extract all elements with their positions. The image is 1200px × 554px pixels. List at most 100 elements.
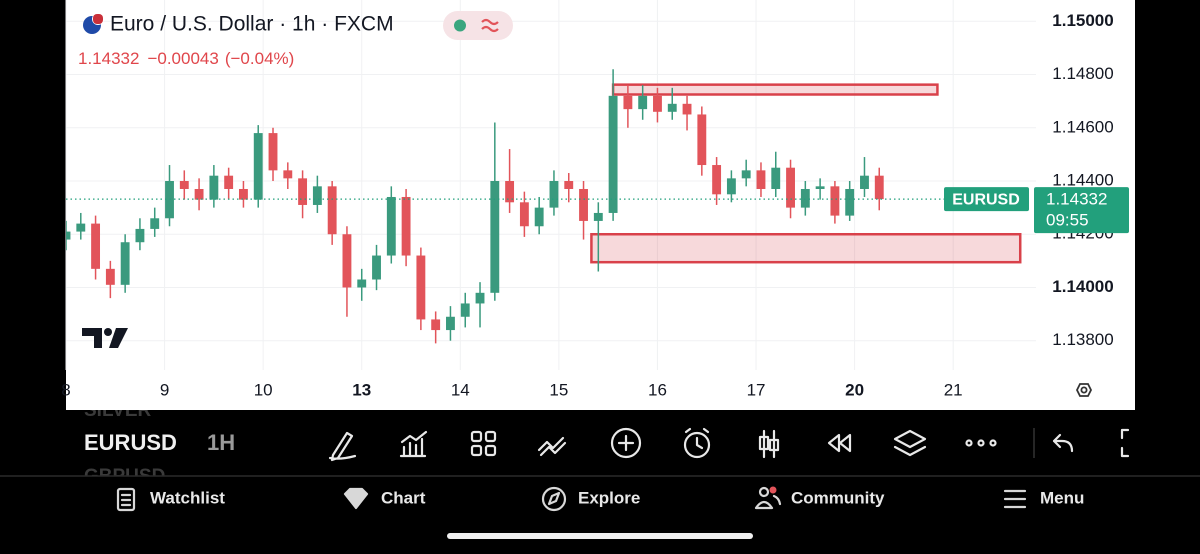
candle-body	[756, 170, 766, 189]
candle-body	[372, 255, 381, 280]
candle-body	[475, 292, 485, 304]
candle-body	[860, 175, 869, 189]
x-tick-label: 14	[451, 380, 470, 399]
nav-item[interactable]: Watchlist	[150, 488, 225, 507]
candle-body	[638, 95, 648, 110]
change: −0.00043	[147, 49, 218, 68]
symbol-next[interactable]: GBPUSD	[84, 466, 165, 487]
settings-icon[interactable]	[1075, 383, 1093, 397]
candle-body	[505, 181, 515, 203]
candle-body	[91, 223, 101, 269]
home-indicator[interactable]	[447, 533, 753, 539]
candle-body	[327, 186, 337, 235]
nav-item[interactable]: Explore	[578, 488, 640, 507]
nav-item[interactable]: Community	[791, 488, 885, 507]
price: 1.14332	[78, 49, 139, 68]
candle-body	[786, 167, 795, 208]
candle-body	[66, 231, 71, 240]
candle-body	[830, 186, 840, 216]
candle-body	[697, 114, 707, 166]
candle-body	[268, 133, 278, 171]
interval[interactable]: 1H	[207, 430, 235, 455]
candle-body	[342, 234, 352, 288]
zone	[611, 83, 939, 96]
candle-body	[150, 218, 160, 229]
x-tick-label: 15	[549, 380, 568, 399]
candle-body	[741, 170, 751, 179]
y-tick-label: 1.14400	[1052, 170, 1113, 189]
status-pill[interactable]	[443, 11, 513, 40]
price-badge-countdown: 09:55	[1046, 211, 1089, 230]
candle-body	[431, 319, 441, 331]
plot	[66, 69, 1022, 344]
grid	[65, 0, 1036, 370]
candle-body	[623, 95, 633, 110]
x-tick-label: 17	[747, 380, 766, 399]
price-change: 1.14332 −0.00043 (−0.04%)	[78, 49, 294, 68]
tv-logo	[82, 328, 128, 348]
candle-body	[771, 167, 781, 189]
symbol-badge-label: EURUSD	[952, 191, 1020, 208]
candle-body	[726, 178, 736, 195]
candle-body	[800, 188, 810, 208]
symbol-prev[interactable]: SILVER	[84, 400, 151, 421]
x-tick-label: 8	[61, 380, 70, 399]
toolbar-icons[interactable]	[328, 427, 1130, 462]
candle-body	[874, 175, 884, 200]
candle-body	[519, 202, 529, 227]
candle-body	[357, 279, 367, 288]
candle-body	[239, 188, 248, 200]
change-pct: (−0.04%)	[225, 49, 294, 68]
candle-body	[460, 303, 470, 317]
nav-item[interactable]: Menu	[1040, 488, 1084, 507]
candle-body	[386, 196, 396, 256]
candle-body	[283, 170, 293, 179]
symbol-icon	[83, 13, 104, 34]
candle-body	[712, 165, 722, 195]
x-tick-label: 13	[352, 380, 371, 399]
candle-body	[194, 188, 204, 200]
candle-body	[579, 188, 588, 221]
candle-body	[312, 186, 322, 205]
candle-body	[534, 207, 544, 227]
x-tick-label: 16	[648, 380, 667, 399]
y-tick-label: 1.14800	[1052, 64, 1113, 83]
candle-body	[593, 212, 603, 221]
price-badge	[1034, 187, 1129, 234]
candle-body	[416, 255, 426, 320]
nav-item[interactable]: Chart	[381, 488, 426, 507]
candle-body	[224, 175, 234, 189]
candle-body	[682, 103, 692, 115]
symbol-badge	[944, 187, 1029, 212]
candle-body	[815, 186, 825, 189]
candle-body	[135, 228, 145, 243]
y-tick-label: 1.14000	[1052, 277, 1113, 296]
candle-body	[845, 188, 855, 216]
symbol-current[interactable]: EURUSD	[84, 430, 177, 455]
zone	[590, 232, 1022, 264]
candle-body	[105, 268, 115, 285]
x-tick-label: 21	[944, 380, 963, 399]
candle-body	[401, 196, 411, 256]
axes: 1.150001.148001.146001.144001.142001.140…	[61, 11, 1129, 399]
candle-body	[179, 181, 189, 189]
candle-body	[667, 103, 677, 112]
candle-body	[549, 181, 559, 208]
candle-body	[76, 223, 86, 232]
candle-body	[653, 95, 662, 112]
candle-body	[608, 95, 618, 213]
symbol-title[interactable]: Euro / U.S. Dollar · 1h · FXCM	[110, 13, 394, 36]
symbol-switcher[interactable]: SILVER EURUSD GBPUSD	[84, 400, 177, 487]
x-tick-label: 10	[254, 380, 273, 399]
y-tick-label: 1.13800	[1052, 330, 1113, 349]
candle-body	[564, 181, 574, 189]
candle-body	[209, 175, 219, 200]
x-tick-label: 9	[160, 380, 169, 399]
nav-icons[interactable]	[116, 486, 1027, 512]
candle-body	[446, 316, 455, 331]
candle-body	[298, 178, 308, 205]
y-tick-label: 1.15000	[1052, 11, 1113, 30]
x-tick-label: 20	[845, 380, 864, 399]
candle-body	[490, 181, 500, 293]
